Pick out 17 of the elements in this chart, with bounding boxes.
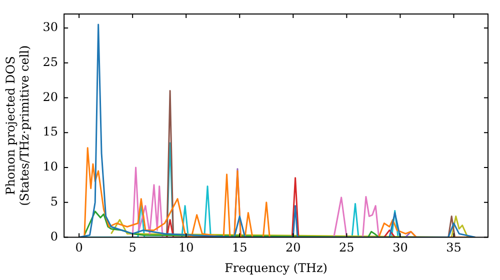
x-axis-title: Frequency (THz)	[224, 260, 328, 275]
x-tick-label: 30	[392, 240, 408, 255]
y-tick-label: 20	[42, 90, 58, 104]
x-tick-label: 10	[178, 240, 194, 255]
y-axis-title: Phonon projected DOS (States/THz·primitive cell)	[3, 45, 32, 206]
x-tick-label: 0	[75, 240, 83, 255]
x-tick-label: 15	[232, 240, 248, 255]
x-tick-label: 35	[446, 240, 462, 255]
y-tick-label: 15	[42, 124, 58, 139]
y-tick-label: 25	[42, 54, 58, 69]
x-tick-label: 5	[128, 240, 136, 255]
y-tick-label: 0	[50, 229, 58, 244]
x-tick-label: 20	[286, 240, 301, 255]
y-tick-label: 5	[50, 194, 58, 208]
y-tick-label: 30	[42, 20, 58, 34]
y-tick-label: 10	[42, 160, 58, 174]
x-tick-label: 25	[339, 240, 354, 255]
